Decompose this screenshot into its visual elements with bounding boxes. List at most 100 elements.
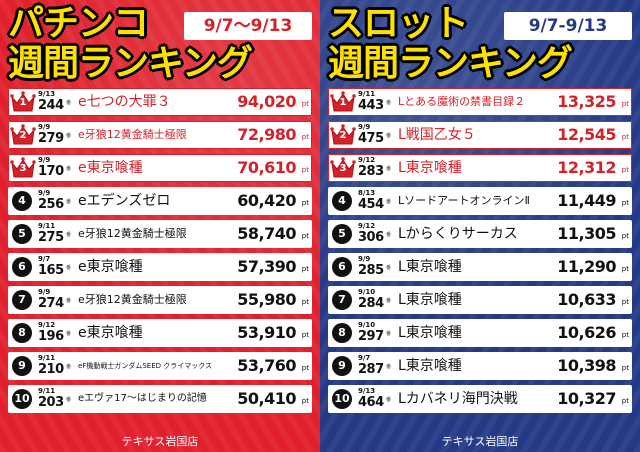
machine-number: 284 [358, 296, 384, 311]
payout-value: 10,398 [557, 356, 616, 375]
rank-number: 5 [12, 224, 32, 244]
payout-value: 11,305 [557, 224, 616, 243]
rank-number: 10 [12, 389, 32, 409]
machine-name: Lカバネリ海門決戦 [398, 391, 518, 407]
machine-meta: 9/11 210 番 [38, 354, 78, 378]
machine-meta: 9/11 443 番 [358, 90, 398, 114]
crown-icon [10, 124, 36, 145]
pt-unit: pt [621, 298, 629, 306]
rank-number: 1 [19, 97, 27, 108]
rank-number: 5 [332, 224, 352, 244]
rank-number: 2 [339, 130, 347, 141]
machine-number: 165 [38, 263, 64, 278]
pt-unit: pt [621, 331, 629, 339]
machine-name: e東京喰種 [78, 325, 143, 341]
machine-number: 297 [358, 329, 384, 344]
record-date: 9/13 [358, 387, 376, 395]
record-date: 9/11 [38, 354, 56, 362]
record-date: 9/12 [38, 321, 56, 329]
machine-name: e牙狼12黄金騎士極限 [78, 227, 187, 240]
pt-unit: pt [301, 232, 309, 240]
rank-crown: 1 [8, 88, 36, 116]
machine-meta: 9/11 203 番 [38, 387, 78, 411]
machine-name: e牙狼12黄金騎士極限 [78, 293, 187, 306]
pt-unit: pt [301, 298, 309, 306]
machine-meta: 9/9 279 番 [38, 123, 78, 147]
number-suffix: 番 [386, 298, 392, 304]
machine-name: eエデンズゼロ [78, 193, 171, 209]
payout-value: 50,410 [237, 389, 296, 408]
machine-name: L東京喰種 [398, 325, 462, 341]
machine-number: 443 [358, 98, 384, 113]
number-suffix: 番 [386, 265, 392, 271]
ranking-row: 8 9/10 297 番 L東京喰種 10,626 pt [328, 319, 632, 347]
ranking-row: 9 9/11 210 番 eF機動戦士ガンダムSEED クライマックス 53,760 pt [8, 352, 312, 380]
slot-shop-name: テキサス岩国店 [441, 435, 519, 448]
rank-crown: 2 [8, 121, 36, 149]
machine-number: 274 [38, 296, 64, 311]
ranking-row: 2 9/9 279 番 e牙狼12黄金騎士極限 72,980 pt [8, 121, 312, 149]
machine-name: eF機動戦士ガンダムSEED クライマックス [78, 362, 213, 370]
pachinko-shop-name: テキサス岩国店 [121, 435, 199, 448]
pachinko-subtitle: 週間ランキング [8, 43, 253, 84]
pt-unit: pt [621, 232, 629, 240]
payout-value: 11,449 [557, 191, 616, 210]
machine-number: 170 [38, 164, 64, 179]
ranking-row: 5 9/11 275 番 e牙狼12黄金騎士極限 58,740 pt [8, 220, 312, 248]
rank-number: 1 [339, 97, 347, 108]
crown-icon [330, 157, 356, 178]
payout-value: 55,980 [237, 290, 296, 309]
machine-name: LソードアートオンラインⅡ [398, 194, 530, 207]
rank-number: 10 [332, 389, 352, 409]
machine-number: 256 [38, 197, 64, 212]
payout-value: 10,633 [557, 290, 616, 309]
slot-subtitle: 週間ランキング [328, 43, 573, 84]
pt-unit: pt [621, 199, 629, 207]
rank-number: 6 [12, 257, 32, 277]
number-suffix: 番 [66, 100, 72, 106]
number-suffix: 番 [66, 265, 72, 271]
rank-number: 9 [332, 356, 352, 376]
record-date: 9/9 [38, 156, 51, 164]
machine-number: 464 [358, 395, 384, 410]
record-date: 9/7 [38, 255, 51, 263]
ranking-row: 1 9/13 244 番 e七つの大罪３ 94,020 pt [8, 88, 312, 116]
pt-unit: pt [621, 166, 629, 174]
number-suffix: 番 [66, 133, 72, 139]
slot-panel: スロット 週間ランキング 9/7-9/13 1 9/11 443 番 Lとある魔術の禁書… [320, 0, 640, 452]
rank-number: 3 [339, 163, 347, 174]
payout-value: 72,980 [237, 125, 296, 144]
record-date: 9/10 [358, 321, 376, 329]
machine-meta: 8/13 454 番 [358, 189, 398, 213]
machine-name: L戦国乙女５ [398, 127, 476, 143]
ranking-row: 5 9/12 306 番 Lからくりサーカス 11,305 pt [328, 220, 632, 248]
ranking-row: 1 9/11 443 番 Lとある魔術の禁書目録２ 13,325 pt [328, 88, 632, 116]
machine-meta: 9/9 170 番 [38, 156, 78, 180]
machine-name: L東京喰種 [398, 358, 462, 374]
record-date: 9/7 [358, 354, 371, 362]
machine-name: L東京喰種 [398, 292, 462, 308]
machine-meta: 9/12 283 番 [358, 156, 398, 180]
record-date: 9/9 [38, 189, 51, 197]
machine-number: 203 [38, 395, 64, 410]
payout-value: 10,626 [557, 323, 616, 342]
machine-name: Lからくりサーカス [398, 226, 518, 242]
crown-icon [330, 91, 356, 112]
machine-number: 210 [38, 362, 64, 377]
ranking-row: 8 9/12 196 番 e東京喰種 53,910 pt [8, 319, 312, 347]
machine-number: 475 [358, 131, 384, 146]
number-suffix: 番 [66, 397, 72, 403]
payout-value: 94,020 [237, 92, 296, 111]
pt-unit: pt [301, 397, 309, 405]
ranking-row: 9 9/7 287 番 L東京喰種 10,398 pt [328, 352, 632, 380]
payout-value: 60,420 [237, 191, 296, 210]
payout-value: 57,390 [237, 257, 296, 276]
number-suffix: 番 [66, 232, 72, 238]
machine-number: 279 [38, 131, 64, 146]
payout-value: 12,312 [557, 158, 616, 177]
machine-name: L東京喰種 [398, 160, 462, 176]
machine-name: e牙狼12黄金騎士極限 [78, 128, 187, 141]
machine-meta: 9/10 284 番 [358, 288, 398, 312]
record-date: 9/11 [38, 222, 56, 230]
